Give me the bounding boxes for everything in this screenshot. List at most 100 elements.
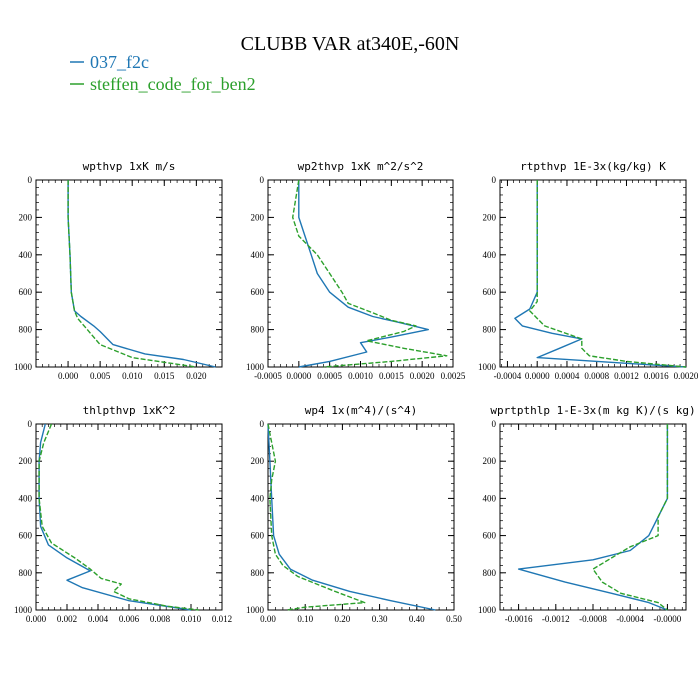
figure-legend: 037_f2c steffen_code_for_ben2 bbox=[70, 52, 256, 94]
panel-2-x-tick-label: 0.0015 bbox=[379, 371, 404, 381]
panel-6-x-tick-label: -0.0004 bbox=[616, 614, 644, 624]
panel-4-x-tick-label: 0.000 bbox=[26, 614, 47, 624]
panel-3-x-tick-label: 0.0012 bbox=[614, 371, 639, 381]
panel-1-y-tick-label: 0 bbox=[28, 175, 33, 185]
panel-3-x-tick-label: 0.0004 bbox=[555, 371, 580, 381]
panel-5-y-tick-label: 600 bbox=[251, 531, 265, 541]
panel-3-y-tick-label: 200 bbox=[483, 212, 497, 222]
panel-3-series-2-line bbox=[529, 180, 687, 368]
panel-1-x-tick-label: 0.010 bbox=[122, 371, 143, 381]
panel-1: wpthvp 1xK m/s 0.000 0.005 0.010 0.015 0.020 0… bbox=[14, 160, 223, 381]
panel-2-x-tick-label: 0.0020 bbox=[410, 371, 435, 381]
panel-5-x-tick-label: 0.40 bbox=[409, 614, 425, 624]
panel-4: thlpthvp 1xK^2 0.000 0.002 0.004 0.006 0.008 0… bbox=[14, 404, 232, 624]
panel-6-title: wprtpthlp 1-E-3x(m kg K)/(s kg) bbox=[490, 404, 695, 417]
panel-6-x-tick-label: -0.0016 bbox=[505, 614, 533, 624]
panel-grid: wpthvp 1xK m/s0.000 0.005 0.010 0.015 0.0200… bbox=[14, 160, 699, 624]
panel-6-series-1-line bbox=[517, 424, 669, 611]
panel-1-y-tick-label: 400 bbox=[19, 250, 33, 260]
panel-5-x-tick-label: 0.10 bbox=[297, 614, 313, 624]
panel-4-y-tick-label: 400 bbox=[19, 493, 33, 503]
panel-3-series-1-line bbox=[514, 180, 687, 368]
panel-2-y-tick-label: 200 bbox=[251, 212, 265, 222]
panel-5-y-tick-label: 0 bbox=[260, 419, 265, 429]
panel-4-x-tick-label: 0.012 bbox=[212, 614, 232, 624]
legend-label-series-2: steffen_code_for_ben2 bbox=[90, 74, 256, 94]
panel-1-y-tick-label: 200 bbox=[19, 212, 33, 222]
panel-3-x-tick-label: 0.0020 bbox=[674, 371, 699, 381]
panel-2-series-1-line bbox=[298, 180, 429, 368]
panel-1-x-tick-label: 0.000 bbox=[58, 371, 79, 381]
panel-6-y-tick-label: 200 bbox=[483, 456, 497, 466]
panel-6-y-tick-label: 800 bbox=[483, 568, 497, 578]
panel-4-title: thlpthvp 1xK^2 bbox=[83, 404, 176, 417]
legend-label-series-1: 037_f2c bbox=[90, 52, 149, 72]
panel-5-x-tick-label: 0.00 bbox=[260, 614, 276, 624]
panel-4-x-tick-label: 0.010 bbox=[181, 614, 202, 624]
panel-2-series-2-line bbox=[292, 179, 448, 368]
panel-2-y-tick-label: 0 bbox=[260, 175, 265, 185]
panel-6-y-tick-label: 1000 bbox=[478, 605, 497, 615]
panel-1-y-tick-label: 800 bbox=[19, 325, 33, 335]
panel-5-y-tick-label: 200 bbox=[251, 456, 265, 466]
panel-5-x-tick-label: 0.50 bbox=[446, 614, 462, 624]
panel-1-y-tick-label: 600 bbox=[19, 287, 33, 297]
panel-6-y-tick-label: 0 bbox=[492, 419, 497, 429]
panel-1-frame bbox=[35, 179, 223, 368]
panel-6-x-tick-label: -0.0008 bbox=[579, 614, 607, 624]
panel-2-frame bbox=[267, 179, 454, 368]
panel-3-x-tick-label: 0.0000 bbox=[525, 371, 550, 381]
panel-1-x-tick-label: 0.020 bbox=[186, 371, 207, 381]
figure-title: CLUBB VAR at340E,-60N bbox=[241, 33, 460, 55]
panel-2-x-tick-label: -0.0005 bbox=[254, 371, 282, 381]
panel-4-frame bbox=[35, 423, 223, 611]
panel-1-series-2-line bbox=[67, 180, 197, 368]
panel-3: rtpthvp 1E-3x(kg/kg) K -0.0004 0.0000 0.000… bbox=[478, 160, 699, 381]
panel-5-y-tick-label: 800 bbox=[251, 568, 265, 578]
panel-3-x-tick-label: 0.0008 bbox=[584, 371, 609, 381]
panel-4-y-tick-label: 1000 bbox=[14, 605, 33, 615]
panel-4-x-tick-label: 0.002 bbox=[57, 614, 77, 624]
panel-2-x-tick-label: 0.0000 bbox=[286, 371, 311, 381]
panel-6-x-tick-label: -0.0012 bbox=[542, 614, 570, 624]
panel-2-y-tick-label: 1000 bbox=[246, 362, 265, 372]
panel-4-x-tick-label: 0.006 bbox=[119, 614, 140, 624]
panel-1-x-tick-label: 0.015 bbox=[154, 371, 175, 381]
panel-6-y-tick-label: 600 bbox=[483, 531, 497, 541]
panel-3-y-tick-label: 1000 bbox=[478, 362, 497, 372]
panel-5-frame bbox=[267, 423, 455, 611]
panel-1-y-tick-label: 1000 bbox=[14, 362, 33, 372]
panel-5-series-1-line bbox=[267, 423, 436, 611]
panel-4-x-tick-label: 0.008 bbox=[150, 614, 171, 624]
panel-4-y-tick-label: 200 bbox=[19, 456, 33, 466]
panel-4-y-tick-label: 800 bbox=[19, 568, 33, 578]
panel-5-y-tick-label: 1000 bbox=[246, 605, 265, 615]
panel-5-x-tick-label: 0.20 bbox=[335, 614, 351, 624]
panel-3-frame bbox=[499, 179, 687, 368]
panel-2-x-tick-label: 0.0010 bbox=[348, 371, 373, 381]
panel-5-x-tick-label: 0.30 bbox=[372, 614, 388, 624]
panel-5-title: wp4 1x(m^4)/(s^4) bbox=[305, 404, 418, 417]
panel-3-x-tick-label: 0.0016 bbox=[644, 371, 669, 381]
panel-4-y-tick-label: 0 bbox=[28, 419, 33, 429]
panel-5-series-2-line bbox=[267, 423, 366, 611]
panel-4-x-tick-label: 0.004 bbox=[88, 614, 109, 624]
panel-6: wprtpthlp 1-E-3x(m kg K)/(s kg) -0.0016 -0… bbox=[478, 404, 696, 624]
panel-3-y-tick-label: 600 bbox=[483, 287, 497, 297]
panel-6-y-tick-label: 400 bbox=[483, 493, 497, 503]
panel-2-x-tick-label: 0.0005 bbox=[317, 371, 342, 381]
panel-2-y-tick-label: 600 bbox=[251, 287, 265, 297]
panel-2-x-tick-label: 0.0025 bbox=[441, 371, 466, 381]
panel-1-x-tick-label: 0.005 bbox=[90, 371, 111, 381]
panel-2-title: wp2thvp 1xK m^2/s^2 bbox=[298, 160, 424, 173]
panel-3-x-tick-label: -0.0004 bbox=[494, 371, 522, 381]
panel-2-y-tick-label: 800 bbox=[251, 325, 265, 335]
panel-5-y-tick-label: 400 bbox=[251, 493, 265, 503]
panel-3-y-tick-label: 800 bbox=[483, 325, 497, 335]
panel-3-title: rtpthvp 1E-3x(kg/kg) K bbox=[520, 160, 666, 173]
panel-6-series-2-line bbox=[592, 424, 669, 611]
panel-1-title: wpthvp 1xK m/s bbox=[83, 160, 176, 173]
panel-5: wp4 1x(m^4)/(s^4) 0.00 0.10 0.20 0.30 0.40 0.5… bbox=[246, 404, 462, 624]
panel-2: wp2thvp 1xK m^2/s^2 -0.0005 0.0000 0.0005 0.… bbox=[246, 160, 466, 381]
